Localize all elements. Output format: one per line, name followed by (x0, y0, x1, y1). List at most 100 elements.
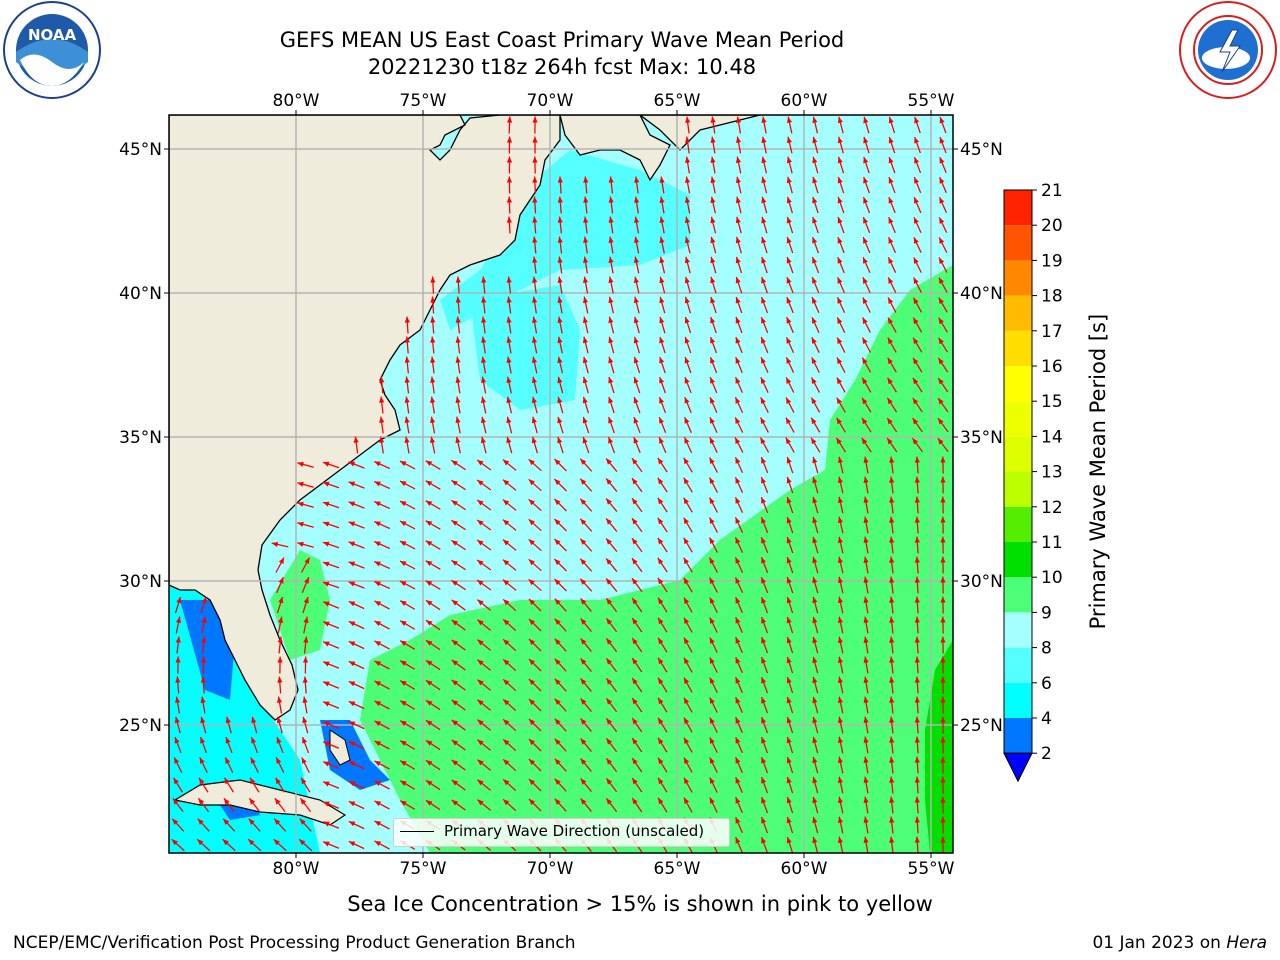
wave-arrow-head (606, 498, 612, 505)
ocean-period-8-north (440, 150, 690, 330)
wave-arrow-head (940, 796, 946, 803)
wave-arrow-head (735, 196, 741, 204)
wave-arrow-head (837, 317, 843, 324)
wave-arrow-head (172, 818, 179, 825)
wave-arrow-head (912, 377, 919, 385)
wave-arrow-head (580, 618, 587, 625)
wave-arrow-head (606, 538, 612, 545)
wave-arrow-head (684, 316, 690, 324)
wave-arrow-head (477, 719, 484, 726)
wave-arrow-head (608, 396, 614, 404)
wave-arrow-head (425, 680, 433, 686)
wave-arrow-head (455, 416, 461, 424)
wave-arrow-head (837, 116, 843, 124)
wave-arrow-head (348, 801, 356, 807)
wave-arrow-head (863, 776, 869, 783)
wave-arrow-head (659, 417, 664, 424)
wave-arrow-head (580, 558, 587, 565)
wave-arrow-head (761, 457, 766, 464)
wave-arrow-head (914, 716, 920, 723)
wave-arrow-head (302, 716, 308, 724)
wave-arrow-head (761, 297, 767, 304)
wave-arrow-head (709, 617, 715, 624)
wave-arrow-head (939, 217, 945, 224)
wave-arrow-head (837, 456, 843, 464)
wave-arrow-head (528, 739, 536, 746)
wave-arrow-head (480, 436, 486, 444)
wave-arrow-head (531, 436, 537, 444)
wave-arrow-head (400, 780, 407, 786)
wave-arrow-head (709, 477, 715, 484)
wave-arrow-head (683, 577, 689, 585)
wave-arrow-head (940, 616, 946, 623)
wave-arrow-head (477, 479, 484, 486)
wave-arrow-head (606, 718, 613, 725)
wave-arrow-head (273, 839, 280, 846)
wave-arrow-head (323, 721, 330, 727)
chart-subtitle: 20221230 t18z 264h fcst Max: 10.48 (367, 55, 757, 79)
wave-arrow-head (322, 521, 330, 527)
wave-arrow-head (503, 799, 510, 806)
wave-arrow-head (348, 481, 356, 487)
chart-title: GEFS MEAN US East Coast Primary Wave Mea… (279, 28, 845, 52)
wave-arrow-head (812, 696, 818, 704)
wave-arrow-head (786, 357, 792, 364)
wave-arrow-head (506, 416, 512, 424)
wave-arrow-head (455, 336, 461, 343)
wave-arrow-head (863, 716, 869, 723)
wave-arrow-head (710, 156, 716, 164)
wave-arrow-head (425, 640, 433, 646)
wave-arrow-head (528, 659, 536, 666)
wave-arrow-head (683, 777, 690, 785)
wave-arrow-head (786, 756, 792, 764)
wave-arrow-head (506, 276, 512, 283)
wave-arrow-head (735, 377, 741, 384)
wave-arrow-head (554, 798, 561, 805)
wave-arrow-head (580, 638, 587, 645)
wave-arrow-head (811, 397, 817, 405)
wave-arrow-head (761, 637, 767, 644)
colorbar-segment (1004, 295, 1032, 331)
colorbar-segment (1004, 506, 1032, 542)
wave-arrow-head (608, 176, 614, 183)
wave-arrow-head (888, 136, 894, 144)
wave-arrow-head (399, 581, 407, 587)
land-cuba (173, 779, 347, 826)
date-label: 01 Jan 2023 on (1092, 933, 1221, 953)
wave-arrow-head (812, 456, 818, 464)
wave-arrow-head (684, 256, 690, 264)
wave-arrow-head (735, 817, 741, 824)
wave-arrow-head (323, 681, 330, 687)
wave-arrow-head (912, 438, 919, 445)
wave-arrow-head (938, 377, 944, 385)
wave-arrow-head (862, 317, 868, 324)
wave-arrow-head (837, 476, 843, 484)
wave-arrow-head (761, 236, 767, 244)
wave-arrow-head (430, 276, 436, 283)
wave-arrow-head (914, 816, 920, 823)
wave-arrow-head (580, 578, 587, 585)
wave-arrow-head (912, 418, 919, 425)
wave-arrow-head (684, 276, 690, 284)
wave-arrow-head (837, 237, 843, 244)
wave-arrow-head (528, 759, 536, 766)
land-canada (638, 115, 761, 151)
colorbar-tick-label: 4 (1041, 709, 1052, 729)
wave-arrow-head (580, 498, 587, 505)
wave-arrow-head (506, 136, 513, 143)
wave-arrow-head (761, 697, 767, 704)
wave-arrow-head (400, 640, 407, 646)
wave-arrow-head (812, 516, 818, 524)
wave-arrow-head (761, 156, 767, 164)
wave-arrow-head (683, 677, 690, 685)
colorbar-segment (1004, 577, 1032, 613)
wave-arrow-head (914, 456, 920, 463)
wave-arrow-head (811, 317, 817, 324)
wave-arrow-head (506, 436, 512, 444)
wave-arrow-head (451, 500, 458, 506)
wave-arrow-head (557, 396, 563, 404)
wave-arrow-head (404, 436, 410, 443)
wave-arrow-head (399, 481, 407, 487)
wave-arrow-head (532, 216, 538, 223)
